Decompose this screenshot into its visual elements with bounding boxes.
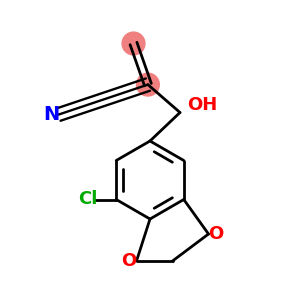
Text: N: N	[43, 105, 59, 124]
Text: OH: OH	[188, 96, 218, 114]
Circle shape	[122, 32, 145, 55]
Circle shape	[136, 73, 159, 96]
Text: Cl: Cl	[78, 190, 98, 208]
Text: O: O	[122, 252, 136, 270]
Text: O: O	[208, 225, 224, 243]
